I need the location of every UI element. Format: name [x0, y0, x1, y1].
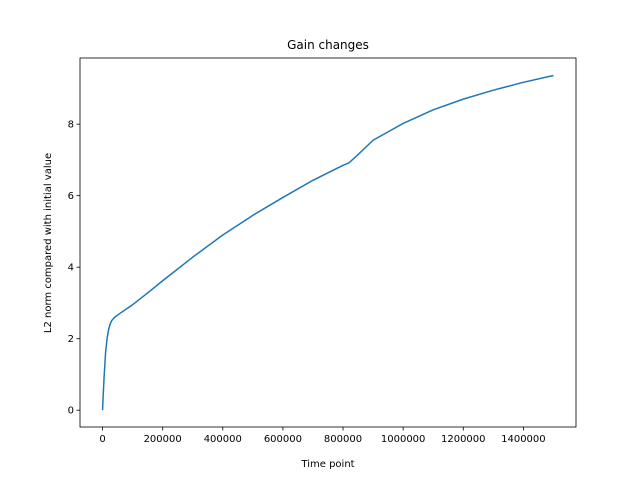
y-axis-label: L2 norm compared with initial value: [43, 153, 54, 333]
x-tick-label: 600000: [264, 434, 302, 445]
y-tick-label: 6: [68, 191, 74, 202]
plot-area: 0 200000 400000 600000 800000 1000000 1200000 1…: [68, 57, 577, 445]
series-line-0: [101, 74, 554, 411]
x-tick-label: 1200000: [441, 434, 486, 445]
x-tick-label: 1000000: [381, 434, 426, 445]
y-tick-label: 0: [68, 406, 74, 417]
x-tick-label: 400000: [204, 434, 242, 445]
y-tick-label: 8: [68, 120, 74, 131]
x-tick-label: 800000: [324, 434, 362, 445]
y-tick-label: 2: [68, 334, 74, 345]
chart-title: Gain changes: [287, 38, 369, 52]
y-tick-label: 4: [68, 263, 74, 274]
x-tick-label: 200000: [144, 434, 182, 445]
x-axis-label: Time point: [300, 459, 354, 470]
axes-frame: [79, 57, 577, 428]
x-tick-label: 1400000: [501, 434, 546, 445]
x-tick-label: 0: [99, 434, 105, 445]
